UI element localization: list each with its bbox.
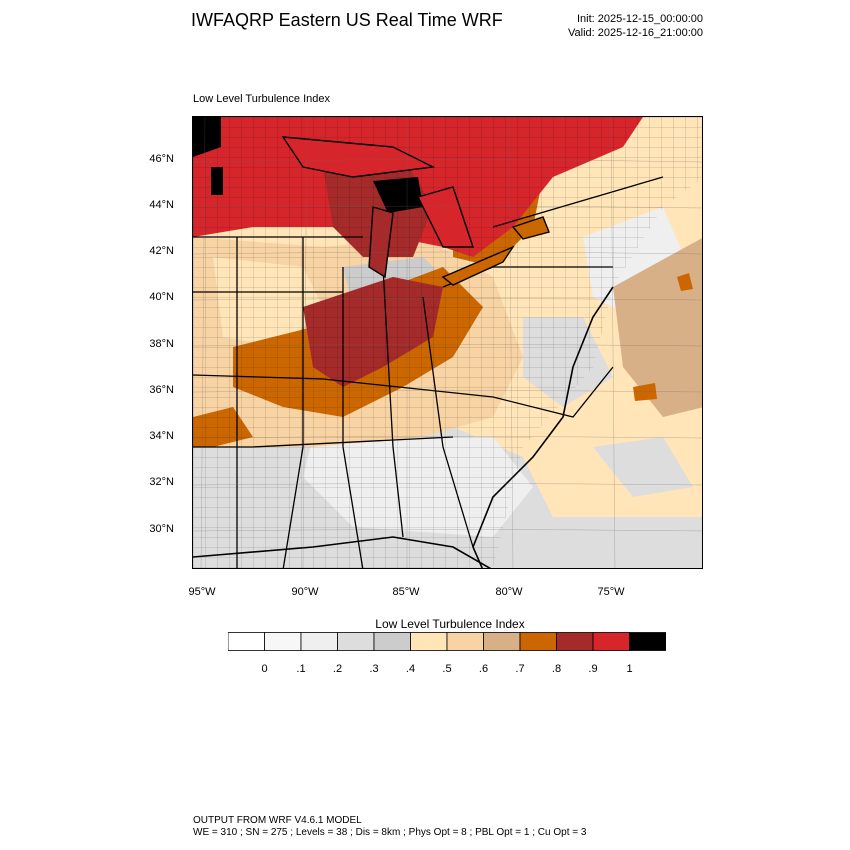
colorbar-tick-label: .2 [332,663,343,675]
turbulence-map [192,116,703,569]
lat-label: 30°N [149,523,174,535]
lon-label: 85°W [392,586,420,598]
colorbar-tick-label: 0 [261,663,268,675]
graticule [193,117,702,568]
colorbar-tick-label: .1 [296,663,306,675]
colorbar-tick-label: 1 [626,663,633,675]
colorbar-tick-label: .7 [515,663,525,675]
gulf-coastline [193,536,492,568]
model-info: OUTPUT FROM WRF V4.6.1 MODEL [193,815,362,826]
colorbar-swatch [373,632,411,651]
colorbar-swatch [264,632,302,651]
lat-label: 36°N [149,384,174,396]
county-boundaries [193,117,702,568]
init-time: Init: 2025-12-15_00:00:00 [577,13,703,25]
colorbar-swatch [592,632,630,651]
colorbar-tick-label: .9 [588,663,598,675]
colorbar-swatch [446,632,484,651]
lon-label: 95°W [188,586,216,598]
lat-label: 34°N [149,430,174,442]
colorbar-swatch [519,632,557,651]
valid-time: Valid: 2025-12-16_21:00:00 [568,27,703,39]
model-config: WE = 310 ; SN = 275 ; Levels = 38 ; Dis … [193,827,587,838]
colorbar-swatch [629,632,666,651]
great-lakes [281,136,550,286]
colorbar-swatch [300,632,338,651]
colorbar-swatch [410,632,448,651]
map-canvas [193,117,702,568]
lon-label: 75°W [597,586,625,598]
map-subtitle: Low Level Turbulence Index [193,93,330,105]
colorbar-tick-label: .4 [405,663,416,675]
colorbar-tick-label: .5 [442,663,452,675]
lat-label: 42°N [149,245,174,257]
colorbar [228,632,666,651]
lat-label: 44°N [149,199,174,211]
colorbar-tick-label: .6 [478,663,489,675]
colorbar-swatch [337,632,375,651]
lat-label: 40°N [149,291,174,303]
lon-label: 90°W [291,586,319,598]
lat-label: 46°N [149,153,174,165]
lat-label: 38°N [149,338,174,350]
colorbar-title: Low Level Turbulence Index [375,617,525,631]
lat-label: 32°N [149,476,174,488]
lon-label: 80°W [495,586,523,598]
page-title: IWFAQRP Eastern US Real Time WRF [191,10,503,30]
atlantic-coastline [472,286,614,568]
colorbar-swatch [556,632,594,651]
state-boundaries [193,176,664,568]
colorbar-tick-label: .3 [369,663,379,675]
colorbar-swatch [483,632,521,651]
colorbar-swatch [228,632,265,651]
colorbar-tick-label: .8 [551,663,562,675]
